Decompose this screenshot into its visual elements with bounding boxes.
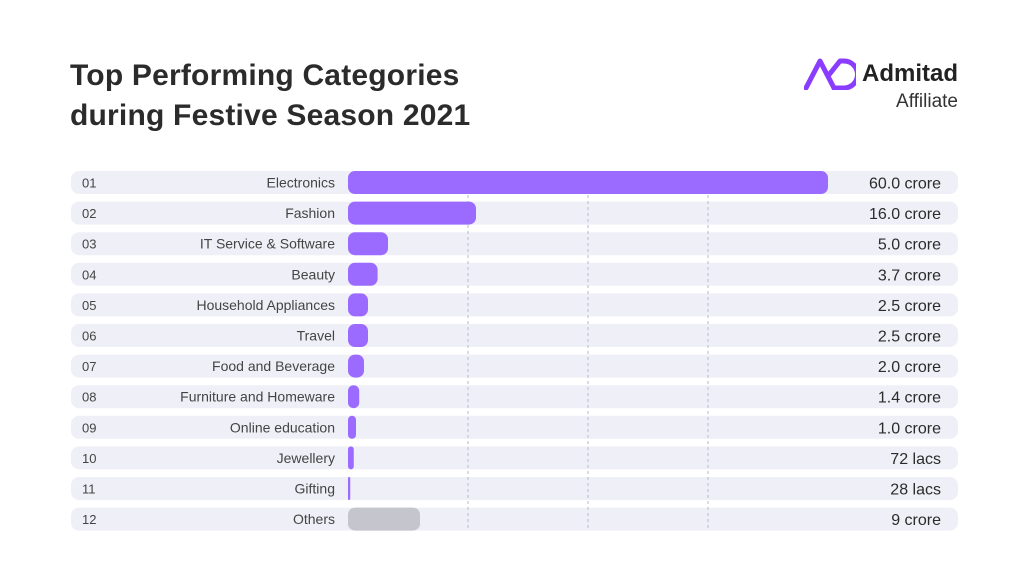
row-background	[71, 446, 958, 470]
bar-travel	[348, 324, 368, 347]
rank-label: 03	[82, 237, 96, 252]
chart-title-line-2: during Festive Season 2021	[70, 99, 471, 132]
gridlines	[467, 171, 709, 531]
row-background	[71, 415, 958, 439]
rank-label: 01	[82, 176, 96, 191]
brand-subtitle: Affiliate	[896, 91, 958, 112]
chart-title: Top Performing Categories during Festive…	[70, 56, 470, 136]
category-label: Beauty	[291, 266, 335, 282]
bar-furniture-and-homeware	[348, 385, 360, 409]
rank-label: 07	[82, 359, 96, 374]
bar-electronics	[348, 171, 828, 194]
value-label: 2.0 crore	[878, 359, 941, 376]
bar-it-service-software	[348, 232, 388, 256]
category-label: Fashion	[285, 205, 335, 221]
brand-name: Admitad	[862, 60, 958, 87]
category-label: Electronics	[267, 175, 335, 191]
admitad-logo-icon	[804, 58, 856, 90]
bar-food-and-beverage	[348, 354, 364, 378]
rank-label: 06	[82, 329, 96, 344]
value-label: 60.0 crore	[869, 176, 941, 193]
value-label: 72 lacs	[890, 451, 941, 468]
category-label: Online education	[230, 419, 335, 435]
rank-label: 04	[82, 267, 96, 282]
row-background	[71, 477, 958, 500]
row-background	[71, 262, 958, 286]
row-background	[71, 385, 958, 409]
brand-logo: Admitad Affiliate	[804, 58, 958, 113]
chart-title-line-1: Top Performing Categories	[70, 59, 460, 92]
row-background	[71, 232, 958, 256]
bar-beauty	[348, 262, 378, 286]
bar-jewellery	[348, 446, 354, 470]
bar-household-appliances	[348, 293, 368, 317]
rank-label: 09	[82, 420, 96, 435]
rank-label: 11	[82, 482, 96, 497]
value-label: 28 lacs	[890, 482, 941, 499]
rank-label: 10	[82, 451, 96, 466]
category-label: Travel	[297, 328, 335, 344]
value-label: 2.5 crore	[878, 329, 941, 346]
value-label: 9 crore	[891, 512, 941, 529]
value-label: 16.0 crore	[869, 206, 941, 223]
row-backgrounds	[71, 171, 958, 531]
category-label: Household Appliances	[196, 297, 335, 313]
category-label: Food and Beverage	[212, 358, 335, 374]
category-label: IT Service & Software	[200, 236, 335, 252]
category-label: Jewellery	[277, 450, 335, 466]
category-label: Gifting	[295, 481, 335, 497]
bar-online-education	[348, 415, 356, 439]
row-background	[71, 293, 958, 317]
value-label: 5.0 crore	[878, 237, 941, 254]
category-label: Furniture and Homeware	[180, 389, 335, 405]
rank-label: 02	[82, 206, 96, 221]
value-label: 1.0 crore	[878, 420, 941, 437]
value-label: 1.4 crore	[878, 390, 941, 407]
category-label: Others	[293, 511, 335, 527]
rank-label: 05	[82, 298, 96, 313]
value-label: 3.7 crore	[878, 267, 941, 284]
rank-label: 08	[82, 390, 96, 405]
bar-gifting	[348, 477, 351, 500]
row-background	[71, 354, 958, 378]
value-label: 2.5 crore	[878, 298, 941, 315]
bars	[348, 171, 828, 531]
bar-others	[348, 507, 420, 531]
row-background	[71, 507, 958, 531]
row-background	[71, 201, 958, 225]
rank-label: 12	[82, 512, 96, 527]
row-background	[71, 324, 958, 347]
labels: 01 Electronics 60.0 crore 02 Fashion 16.0 cro…	[82, 175, 941, 530]
bar-fashion	[348, 201, 476, 225]
